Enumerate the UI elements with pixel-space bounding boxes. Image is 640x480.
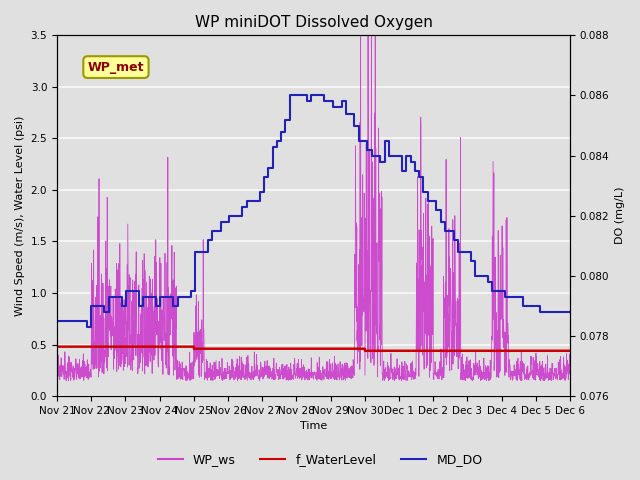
- Legend: WP_ws, f_WaterLevel, MD_DO: WP_ws, f_WaterLevel, MD_DO: [152, 448, 488, 471]
- Y-axis label: Wind Speed (m/s), Water Level (psi): Wind Speed (m/s), Water Level (psi): [15, 116, 25, 316]
- Title: WP miniDOT Dissolved Oxygen: WP miniDOT Dissolved Oxygen: [195, 15, 433, 30]
- Text: WP_met: WP_met: [88, 60, 144, 73]
- Y-axis label: DO (mg/L): DO (mg/L): [615, 187, 625, 244]
- X-axis label: Time: Time: [300, 421, 327, 432]
